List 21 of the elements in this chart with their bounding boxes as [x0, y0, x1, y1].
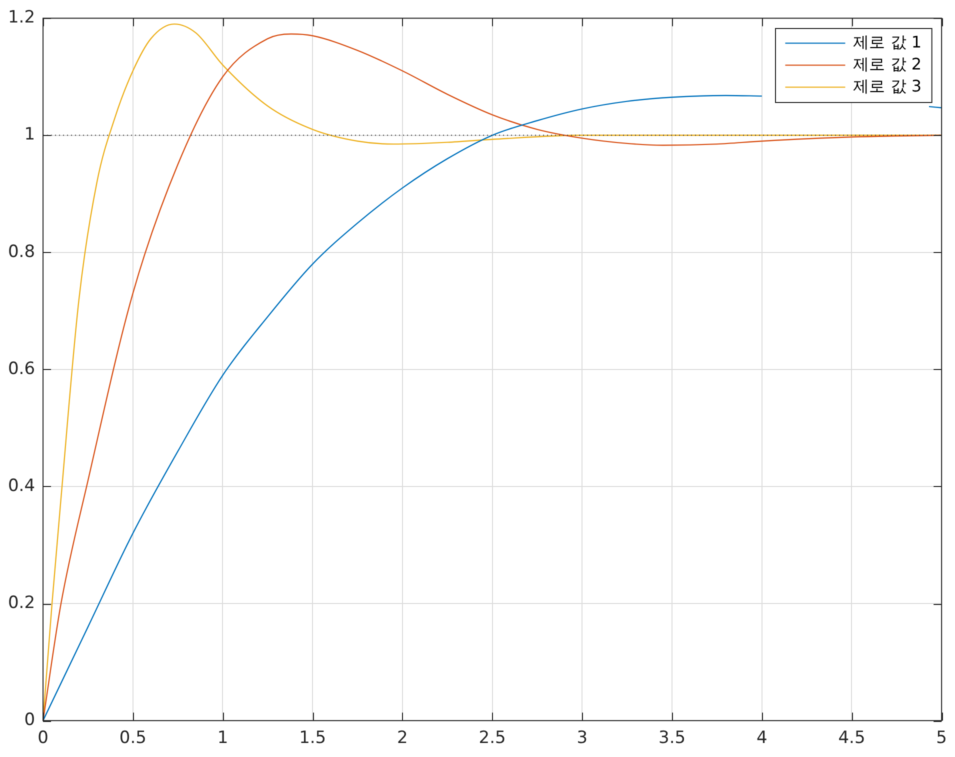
x-tick-label: 4.5	[838, 728, 866, 748]
legend-label: 제로 값 3	[853, 76, 922, 96]
y-tick-label: 0.4	[8, 476, 36, 496]
x-tick-label: 0	[38, 728, 48, 748]
x-tick-label: 5	[936, 728, 948, 748]
y-tick-label: 0.2	[8, 592, 36, 613]
x-tick-label: 4	[756, 728, 768, 748]
y-tick-label: 0	[24, 710, 36, 730]
y-tick-label: 0.6	[8, 358, 36, 379]
y-tick-label: 1.2	[8, 8, 36, 28]
legend-label: 제로 값 1	[853, 32, 922, 52]
legend-label: 제로 값 2	[853, 54, 922, 74]
y-tick-label: 0.8	[8, 242, 36, 262]
x-tick-label: 2	[397, 728, 408, 748]
x-tick-label: 3	[576, 728, 588, 748]
x-tick-label: 3.5	[658, 728, 686, 748]
x-tick-label: 1.5	[299, 728, 326, 748]
x-tick-label: 2.5	[478, 728, 506, 748]
y-tick-label: 1	[24, 124, 36, 145]
x-tick-label: 1	[217, 728, 228, 748]
x-tick-label: 0.5	[119, 728, 146, 748]
